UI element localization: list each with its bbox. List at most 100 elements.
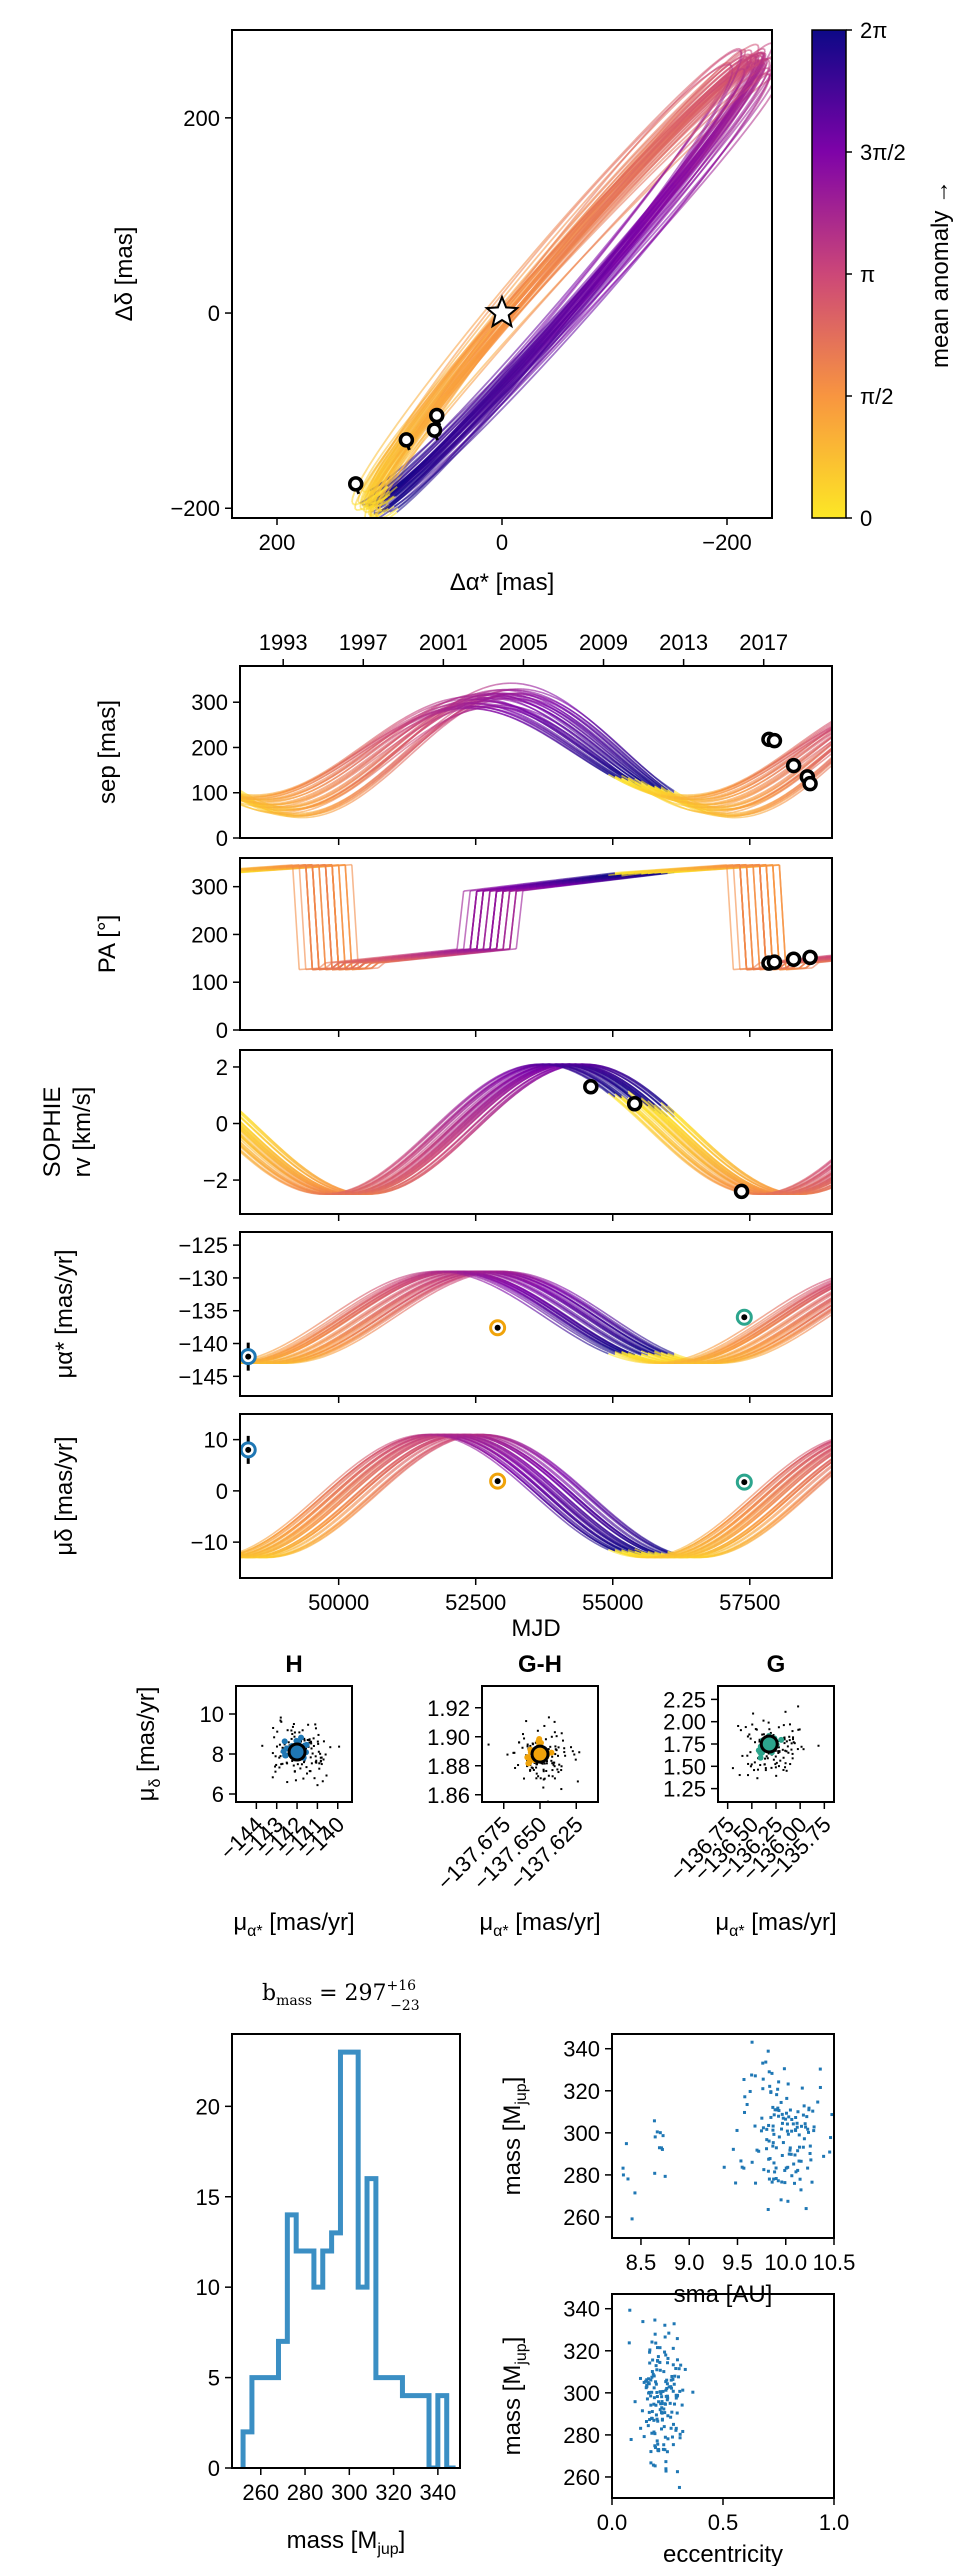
orbit-track-segment [691,102,707,117]
orbit-track-segment [563,279,583,301]
orbit-track-segment [661,199,679,219]
orbit-track-segment [590,206,610,227]
orbit-track-segment [421,442,437,457]
orbit-track-segment [512,285,531,307]
sep-model-segment [312,814,320,818]
orbit-track-segment [489,368,507,387]
sep-model-segment [785,773,794,780]
orbit-track-segment [602,155,621,176]
orbit-track-segment [749,57,757,63]
orbit-track-segment [524,258,543,281]
orbit-track-segment [548,245,567,267]
orbit-track-segment [565,304,585,326]
orbit-track-segment [597,200,617,221]
orbit-track-segment [703,124,715,141]
orbit-track-segment [547,336,567,357]
orbit-track-segment [388,497,399,506]
sep-model-segment [423,723,432,730]
sep-model-segment [792,791,800,798]
orbit-track-segment [499,327,518,349]
orbit-track-segment [593,239,612,261]
orbit-track-segment [566,202,585,223]
sep-model-segment [726,804,734,808]
orbit-track-segment [541,300,561,322]
orbit-track-segment [758,75,765,81]
orbit-track-segment [367,509,372,514]
orbit-track-segment [679,155,694,174]
orbit-track-segment [664,95,679,110]
sep-model-segment [305,811,313,814]
year-tick-label: 2001 [419,630,468,655]
sep-model-segment [778,786,787,792]
orbit-track-segment [708,76,720,87]
orbit-track-segment [680,91,696,107]
sep-model-segment [410,732,419,739]
orbit-track-segment [362,480,367,487]
sep-model-segment [503,693,510,696]
sep-model-segment [614,751,623,759]
sep-model-segment [634,764,642,772]
sep-model-segment [660,784,669,791]
sep-model-segment [739,811,747,815]
sep-model-segment [607,752,616,760]
sep-model-segment [522,696,530,701]
sep-model-segment [384,766,392,774]
sep-model-segment [338,791,346,797]
orbit-track-segment [396,407,410,425]
orbit-track-segment [534,328,553,350]
sep-model-segment [607,739,616,747]
sep-model-segment [443,713,451,720]
orbit-track-segment [599,203,618,224]
orbit-track-segment [452,383,469,402]
sep-model-segment [594,731,603,739]
orbit-track-segment [388,497,397,504]
orbit-track-segment [731,76,742,87]
sep-model-segment [594,730,603,737]
sep-model-segment [726,807,734,811]
orbit-track-segment [749,112,760,126]
orbit-track-segment [388,486,398,495]
orbit-track-segment [691,78,702,89]
sep-model-segment [792,788,800,795]
sep-model-segment [555,695,563,701]
sep-model-segment [390,744,399,752]
sep-model-segment [351,774,359,781]
orbit-track-segment [494,389,512,409]
orbit-track-segment [411,447,425,460]
sep-model-segment [384,750,392,757]
orbit-track-segment [389,487,399,496]
sep-model-segment [824,747,832,754]
colorbar-tick-label: 3π/2 [860,140,906,165]
orbit-track-segment [701,91,715,105]
orbit-track-segment [409,410,424,428]
sep-model-segment [410,747,419,756]
sep-model-segment [739,815,747,819]
orbit-track-segment [423,467,438,480]
orbit-track-segment [651,165,669,184]
sep-model-segment [568,721,576,728]
orbit-track-segment [659,127,675,143]
orbit-track-segment [555,238,575,260]
sep-model-segment [318,813,326,817]
sep-model-segment [640,765,649,772]
orbit-track-segment [403,445,415,460]
orbit-track-segment [481,377,500,397]
orbit-track-segment [642,180,659,201]
sep-model-segment [785,778,793,785]
orbit-track-segment [359,506,363,510]
orbit-track-segment [460,358,477,379]
orbit-track-segment [580,258,599,281]
sep-model-segment [548,708,557,714]
orbit-track-segment [423,450,439,465]
orbit-track-segment [550,302,569,323]
orbit-track-segment [459,340,477,362]
sep-model-segment [509,697,517,701]
sep-model-segment [489,689,497,692]
sep-model-segment [430,728,438,735]
sep-model-segment [338,798,346,804]
sep-model-segment [647,770,655,778]
orbit-track-segment [435,352,452,373]
sep-model-segment [752,796,760,801]
orbit-track-segment [744,107,755,121]
orbit-track-segment [395,423,409,440]
